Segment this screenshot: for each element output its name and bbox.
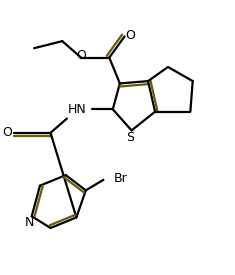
Text: Br: Br <box>113 172 127 185</box>
Text: O: O <box>76 49 86 62</box>
Text: O: O <box>2 126 12 139</box>
Text: O: O <box>125 29 135 42</box>
Text: S: S <box>126 131 134 144</box>
Text: N: N <box>25 216 35 229</box>
Text: HN: HN <box>68 103 87 116</box>
